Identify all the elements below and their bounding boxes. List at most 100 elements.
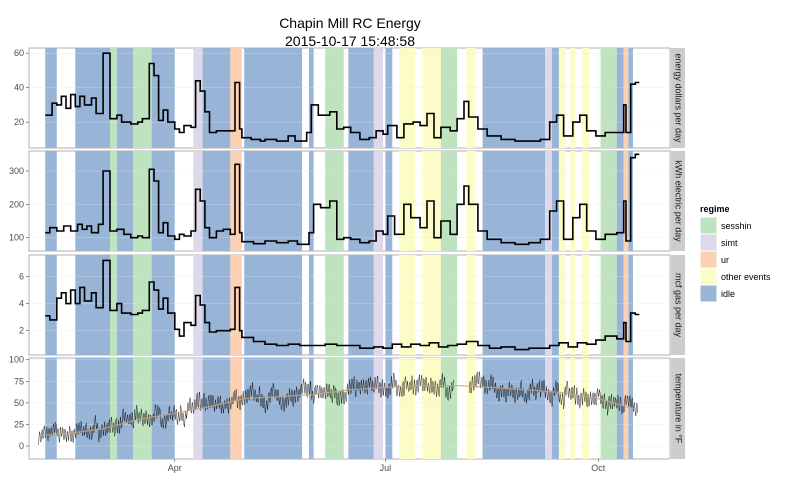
regime-band-idle [151,358,175,459]
regime-band-ur [230,151,242,251]
legend: regime sesshin simt ur other events idle [699,204,771,303]
regime-band-idle [385,151,393,251]
regime-band-simt [193,151,203,251]
regime-band-other_events [466,255,476,355]
regime-band-idle [75,151,110,251]
y-tick-label: 50 [14,398,24,408]
regime-band-idle [244,48,303,148]
regime-band-idle [244,358,303,459]
regime-band-other_events [466,48,476,148]
y-tick-label: 4 [19,299,24,309]
regime-band-idle [244,151,303,251]
regime-band-idle [628,358,633,459]
regime-band-idle [551,255,559,355]
regime-band-simt [545,48,552,148]
regime-band-idle [75,358,110,459]
facet-strip-label: kWh electric per day [674,160,684,242]
regime-band-idle [75,255,110,355]
regime-band-ur [623,358,629,459]
legend-label-ur: ur [721,255,729,265]
y-tick-label: 75 [14,376,24,386]
regime-band-other_events [582,255,590,355]
facet-strip [671,255,685,355]
y-tick-label: 40 [14,83,24,93]
regime-band-ur [230,358,242,459]
x-tick-label: Jul [380,463,392,473]
regime-band-other_events [570,48,576,148]
y-tick-label: 2 [19,326,24,336]
regime-band-idle [385,48,393,148]
y-tick-label: 100 [9,233,24,243]
regime-band-idle [385,358,393,459]
temperature-trend [38,385,636,437]
facet-strip-label: energy dollars per day [674,53,684,143]
regime-band-idle [45,48,57,148]
regime-band-other_events [558,255,566,355]
series-line [45,52,640,142]
regime-band-idle [348,48,374,148]
legend-swatch-sesshin [700,217,717,234]
series-line [45,259,640,351]
facet-strip-label: mcf gas per day [674,273,684,338]
regime-band-sesshin [109,48,117,148]
y-tick-label: 100 [9,355,24,365]
regime-band-idle [616,48,624,148]
regime-band-idle [202,255,231,355]
regime-band-ur [623,255,629,355]
regime-band-sesshin [109,358,117,459]
regime-band-sesshin [325,48,344,148]
regime-band-sesshin [440,358,458,459]
regime-band-idle [309,151,314,251]
regime-band-simt [373,255,384,355]
y-tick-label: 20 [14,117,24,127]
regime-band-sesshin [325,255,344,355]
regime-band-simt [545,151,552,251]
regime-band-sesshin [133,358,152,459]
y-tick-label: 300 [9,166,24,176]
regime-band-idle [45,255,57,355]
x-axis: Apr Jul Oct [168,459,606,473]
regime-band-other_events [466,358,476,459]
regime-band-idle [482,255,546,355]
regime-band-simt [545,255,552,355]
legend-swatch-simt [700,234,717,251]
regime-band-sesshin [440,255,458,355]
regime-band-other_events [422,48,441,148]
regime-band-idle [309,48,314,148]
series-line [45,153,640,246]
regime-band-idle [116,358,134,459]
regime-band-idle [616,151,624,251]
chart-subtitle: 2015-10-17 15:48:58 [285,33,415,49]
regime-band-simt [193,48,203,148]
legend-swatch-ur [700,251,717,268]
regime-band-other_events [570,255,576,355]
regime-band-idle [309,255,314,355]
regime-band-sesshin [325,358,344,459]
regime-band-simt [373,151,384,251]
regime-band-other_events [582,358,590,459]
regime-band-sesshin [133,151,152,251]
regime-band-other_events [422,358,441,459]
regime-band-other_events [422,255,441,355]
regime-band-ur [230,48,242,148]
regime-band-sesshin [109,255,117,355]
regime-band-idle [482,48,546,148]
regime-band-sesshin [600,358,617,459]
regime-band-idle [616,358,624,459]
y-tick-label: 60 [14,48,24,58]
facet-strip [671,151,685,251]
panel-3: 2 4 6 mcf gas per day [19,254,685,356]
regime-band-simt [545,358,552,459]
legend-label-idle: idle [721,289,735,299]
regime-band-other_events [399,151,416,251]
regime-band-idle [551,48,559,148]
regime-band-other_events [570,151,576,251]
regime-band-simt [373,48,384,148]
regime-band-idle [482,151,546,251]
regime-band-other_events [582,151,590,251]
regime-band-idle [45,358,57,459]
y-tick-label: 25 [14,419,24,429]
regime-band-idle [116,48,134,148]
regime-band-other_events [570,358,576,459]
